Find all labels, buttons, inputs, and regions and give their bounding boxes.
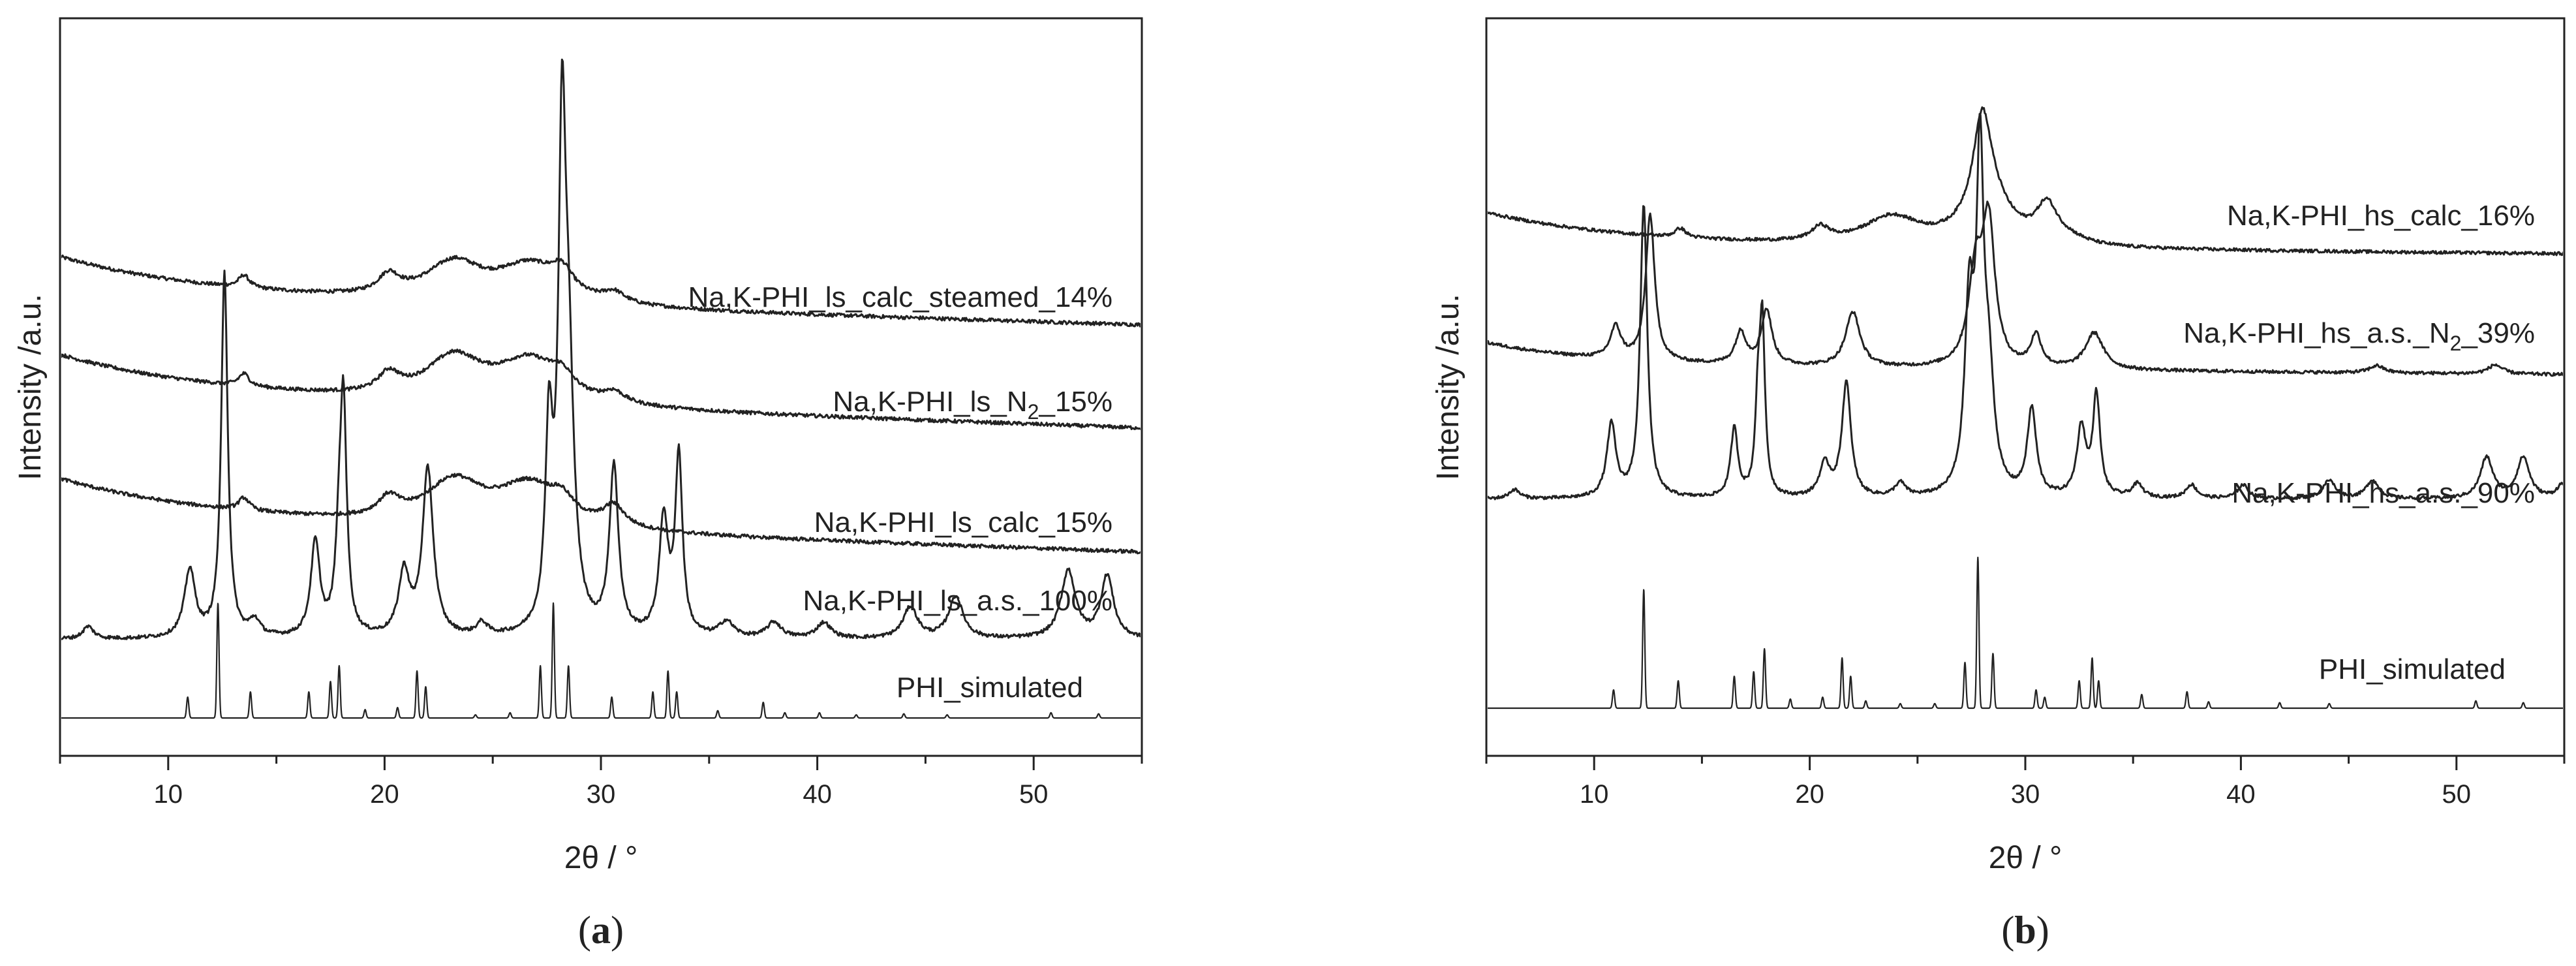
panel-label: (b)	[2001, 909, 2049, 952]
y-axis-title: Intensity /a.u.	[13, 294, 48, 480]
series-label-3: Na,K-PHI_ls_a.s._100%	[803, 585, 1112, 617]
x-axis-title: 2θ / °	[564, 841, 638, 875]
plot-frame	[1485, 17, 2566, 757]
series-label-0: Na,K-PHI_ls_calc_steamed_14%	[688, 281, 1112, 313]
series-line-3	[61, 58, 1141, 640]
x-tick-label: 30	[2011, 780, 2040, 809]
series-line-4	[61, 602, 1141, 719]
x-tick-label: 50	[1019, 780, 1049, 809]
series-label-1: Na,K-PHI_ls_N2_15%	[833, 386, 1112, 424]
x-tick-label: 10	[154, 780, 183, 809]
series-label-2: Na,K-PHI_hs_a.s._90%	[2231, 477, 2535, 509]
series-line-3	[1488, 556, 2563, 709]
series-label-3: PHI_simulated	[2319, 653, 2506, 685]
y-axis-title: Intensity /a.u.	[1431, 294, 1465, 480]
panel-b: 10 20 30 40 50 2θ / ° Intensity /a.u. (b) Na,K-P…	[1431, 17, 2566, 952]
x-tick-label: 30	[587, 780, 616, 809]
series-label-0: Na,K-PHI_hs_calc_16%	[2227, 200, 2535, 232]
x-tick-label: 40	[2226, 780, 2256, 809]
panel-label: (a)	[578, 909, 624, 952]
panel-a: 10 20 30 40 50 2θ / ° Intensity /a.u. (a) Na,K-P…	[13, 17, 1143, 952]
x-tick-label: 10	[1580, 780, 1609, 809]
series-line-0	[61, 254, 1141, 328]
series-label-2: Na,K-PHI_ls_calc_15%	[814, 506, 1112, 538]
series-line-2	[61, 473, 1141, 555]
x-tick-label: 20	[370, 780, 399, 809]
series-label-4: PHI_simulated	[897, 672, 1083, 704]
series-line-1	[1488, 200, 2563, 377]
series-label-1: Na,K-PHI_hs_a.s._N2_39%	[2183, 317, 2535, 355]
x-axis-title: 2θ / °	[1989, 841, 2062, 875]
series-line-2	[1488, 113, 2563, 501]
x-tick-label: 40	[803, 780, 832, 809]
x-tick-label: 50	[2442, 780, 2472, 809]
x-tick-label: 20	[1795, 780, 1824, 809]
series-line-1	[61, 349, 1141, 431]
series-line-0	[1488, 106, 2563, 257]
